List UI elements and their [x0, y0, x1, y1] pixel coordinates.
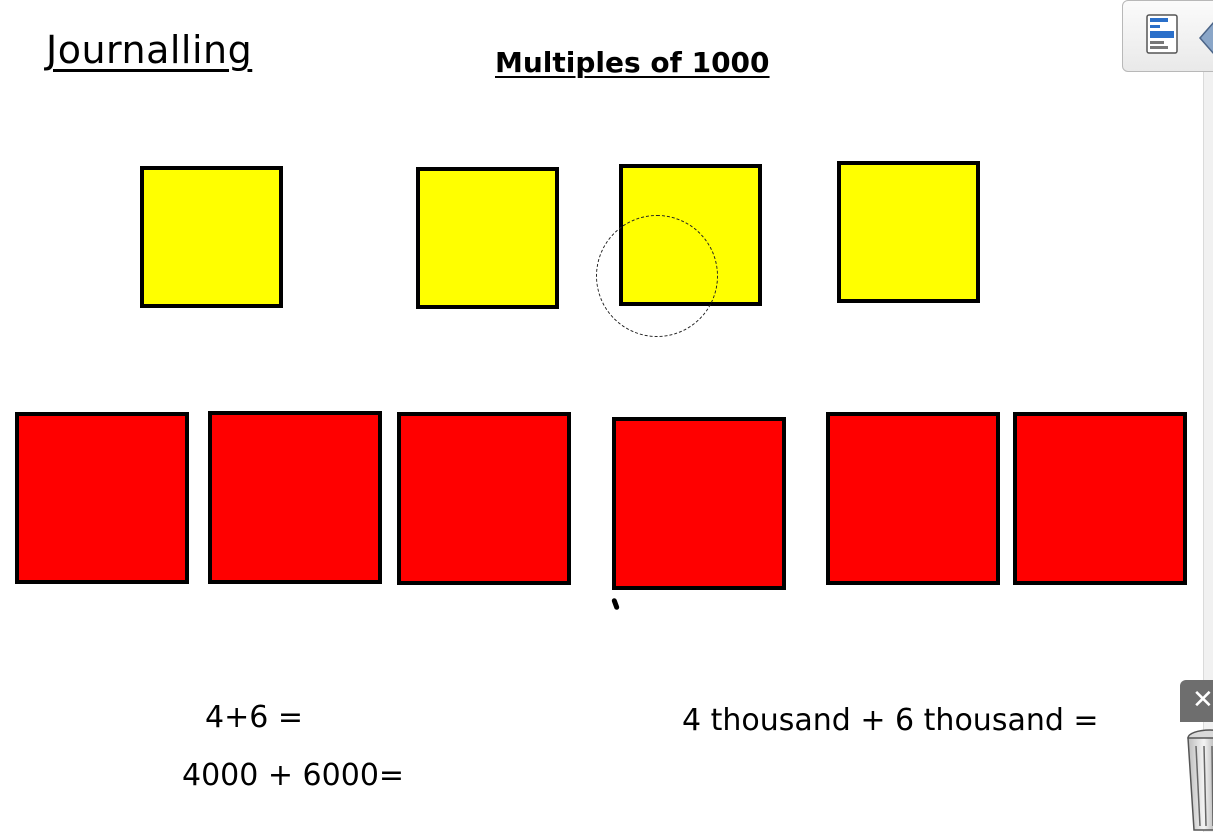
equation-numeric: 4000 + 6000= [182, 758, 405, 793]
arrow-left-icon[interactable] [1198, 20, 1213, 56]
page-heading: Multiples of 1000 [495, 46, 770, 79]
red-block[interactable] [612, 417, 786, 590]
yellow-block[interactable] [837, 161, 980, 303]
equation-words: 4 thousand + 6 thousand = [682, 703, 1099, 738]
yellow-block[interactable] [140, 166, 283, 308]
red-block[interactable] [826, 412, 1000, 585]
red-block[interactable] [208, 411, 382, 584]
right-edge-strip [1203, 72, 1213, 832]
ink-mark [611, 597, 620, 611]
red-block[interactable] [15, 412, 189, 584]
equation-simple: 4+6 = [205, 700, 303, 735]
yellow-block[interactable] [416, 167, 559, 309]
recycle-bin-icon[interactable] [1184, 722, 1213, 832]
journal-title: Journalling [46, 28, 253, 72]
page-sorter-icon[interactable] [1146, 14, 1178, 54]
close-icon[interactable]: ✕ [1192, 685, 1213, 715]
red-block[interactable] [397, 412, 571, 585]
close-tab[interactable] [1180, 680, 1213, 722]
spotlight-circle[interactable] [596, 215, 718, 337]
red-block[interactable] [1013, 412, 1187, 585]
